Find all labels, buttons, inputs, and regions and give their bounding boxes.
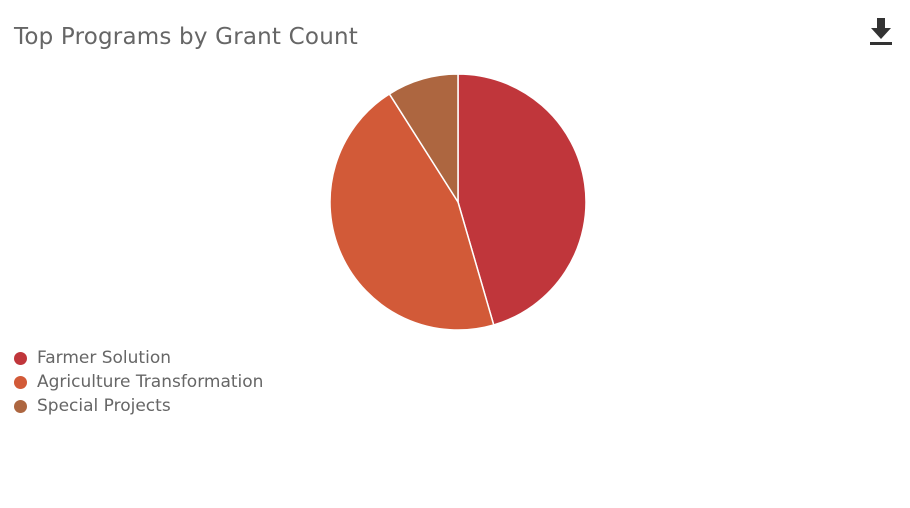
pie-chart <box>329 73 587 331</box>
download-button[interactable] <box>866 16 896 48</box>
legend-label: Farmer Solution <box>37 348 171 368</box>
legend-swatch <box>14 375 27 389</box>
pie-slice-agriculture-transformation[interactable] <box>329 93 495 331</box>
pie-slice-farmer-solution[interactable] <box>457 73 587 326</box>
legend-swatch <box>14 399 27 413</box>
chart-legend: Farmer Solution Agriculture Transformatio… <box>14 346 263 418</box>
legend-item[interactable]: Farmer Solution <box>14 346 263 370</box>
legend-label: Agriculture Transformation <box>37 372 264 392</box>
legend-item[interactable]: Special Projects <box>14 394 263 418</box>
legend-swatch <box>14 351 27 365</box>
pie-slice-special-projects[interactable] <box>388 73 459 203</box>
download-icon <box>870 18 892 45</box>
chart-title: Top Programs by Grant Count <box>14 24 358 50</box>
legend-item[interactable]: Agriculture Transformation <box>14 370 263 394</box>
legend-label: Special Projects <box>37 396 171 416</box>
